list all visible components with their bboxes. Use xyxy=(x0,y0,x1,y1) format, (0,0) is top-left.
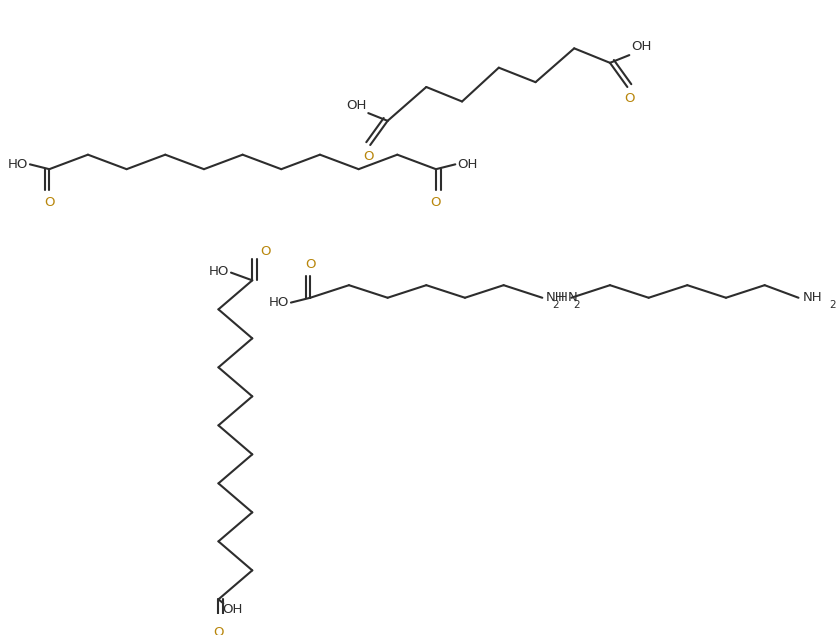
Text: HO: HO xyxy=(268,296,289,309)
Text: 2: 2 xyxy=(573,300,580,311)
Text: OH: OH xyxy=(346,99,366,112)
Text: O: O xyxy=(431,196,441,208)
Text: O: O xyxy=(213,625,224,635)
Text: 2: 2 xyxy=(552,300,558,311)
Text: HO: HO xyxy=(8,158,28,171)
Text: 2: 2 xyxy=(829,300,836,311)
Text: OH: OH xyxy=(222,603,242,616)
Text: OH: OH xyxy=(457,158,477,171)
Text: O: O xyxy=(305,258,315,271)
Text: N: N xyxy=(568,291,577,304)
Text: NH: NH xyxy=(546,291,566,304)
Text: H: H xyxy=(558,291,568,304)
Text: OH: OH xyxy=(631,40,651,53)
Text: O: O xyxy=(624,92,635,105)
Text: HO: HO xyxy=(209,265,229,278)
Text: O: O xyxy=(363,150,374,163)
Text: O: O xyxy=(44,196,54,208)
Text: NH: NH xyxy=(803,291,822,304)
Text: O: O xyxy=(260,245,271,258)
